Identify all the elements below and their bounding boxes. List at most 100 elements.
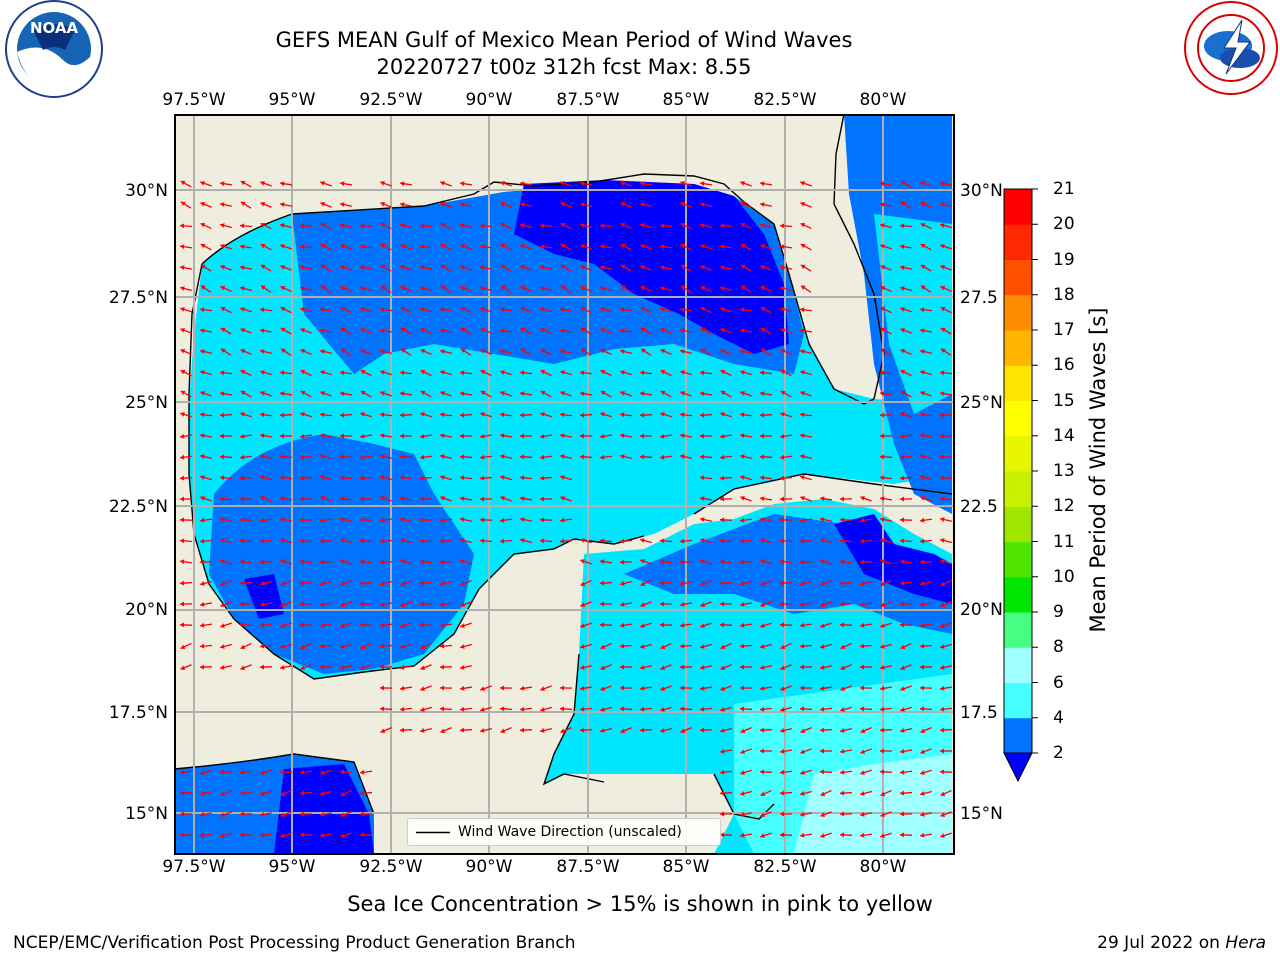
wave-direction-arrow [799, 517, 813, 523]
wave-direction-arrow [279, 664, 293, 670]
wave-direction-arrow [940, 622, 952, 628]
wave-direction-arrow [460, 538, 472, 544]
wave-direction-arrow [900, 728, 912, 733]
wave-direction-arrow [439, 433, 453, 439]
wave-direction-arrow [740, 475, 752, 481]
wave-direction-arrow [319, 832, 333, 838]
wave-direction-arrow [839, 748, 853, 754]
wave-direction-arrow [919, 559, 933, 565]
wave-direction-arrow [799, 811, 813, 817]
wave-direction-arrow [399, 454, 413, 460]
wave-direction-arrow [879, 370, 893, 376]
wave-direction-arrow [839, 769, 853, 775]
wave-direction-arrow [699, 370, 713, 376]
colorbar-tick-label: 18 [1053, 284, 1075, 305]
wave-direction-arrow [439, 538, 453, 544]
wave-direction-arrow [340, 264, 352, 271]
wave-direction-arrow [380, 201, 392, 208]
wave-direction-arrow [879, 412, 893, 418]
wave-direction-arrow [220, 244, 232, 250]
wave-direction-arrow [560, 243, 572, 251]
wave-direction-arrow [599, 559, 613, 565]
wave-direction-arrow [419, 559, 433, 565]
wave-direction-arrow [720, 642, 732, 650]
wave-direction-arrow [259, 538, 273, 544]
wave-direction-arrow [919, 538, 933, 544]
wave-direction-arrow [319, 433, 333, 439]
wave-direction-arrow [859, 559, 873, 565]
wave-direction-arrow [239, 538, 253, 544]
wave-direction-arrow [239, 769, 253, 775]
colorbar-tick-label: 4 [1053, 707, 1064, 728]
wave-direction-arrow [839, 622, 853, 628]
wave-direction-arrow [499, 685, 513, 691]
wave-direction-arrow [640, 601, 652, 608]
wave-direction-arrow [779, 790, 793, 796]
wave-direction-arrow [899, 790, 913, 796]
wave-direction-arrow [340, 811, 352, 818]
wave-direction-arrow [880, 223, 892, 229]
wave-direction-arrow [779, 244, 793, 250]
wave-direction-arrow [760, 538, 772, 544]
wave-direction-arrow [620, 243, 632, 251]
wave-direction-arrow [239, 454, 253, 460]
wave-direction-arrow [619, 538, 633, 544]
wave-direction-arrow [219, 769, 233, 775]
wave-direction-arrow [219, 181, 233, 187]
wave-direction-arrow [540, 390, 552, 398]
wave-direction-arrow [599, 601, 613, 607]
wave-direction-arrow [659, 223, 673, 229]
wave-direction-arrow [580, 285, 592, 293]
wave-direction-arrow [320, 243, 332, 251]
wave-direction-arrow [399, 202, 413, 208]
wave-direction-arrow [559, 307, 573, 313]
lat-label: 25°N [125, 393, 168, 413]
wave-direction-arrow [500, 222, 512, 230]
wave-direction-arrow [920, 454, 932, 459]
wave-direction-arrow [179, 580, 193, 586]
wave-direction-arrow [540, 706, 552, 712]
wave-direction-arrow [259, 517, 273, 523]
wave-direction-arrow [699, 706, 713, 712]
wave-direction-arrow [179, 769, 193, 775]
wave-direction-arrow [619, 559, 633, 565]
wave-direction-arrow [900, 348, 912, 355]
wave-direction-arrow [720, 369, 732, 377]
wave-direction-arrow [560, 264, 572, 272]
wave-direction-arrow [659, 538, 673, 544]
wave-direction-arrow [540, 286, 552, 292]
wave-direction-arrow [660, 706, 672, 712]
lat-label: 30°N [125, 181, 168, 201]
wave-direction-arrow [760, 832, 772, 838]
wave-direction-arrow [420, 390, 432, 398]
wave-direction-arrow [880, 601, 892, 608]
wave-direction-arrow [299, 223, 313, 229]
wave-direction-arrow [500, 201, 512, 208]
wave-direction-arrow [239, 601, 253, 607]
wave-direction-arrow [179, 559, 193, 565]
wave-direction-arrow [800, 349, 812, 354]
wave-direction-arrow [759, 517, 773, 523]
wave-direction-arrow [539, 496, 553, 502]
wave-direction-arrow [180, 664, 192, 671]
wave-direction-arrow [780, 307, 792, 313]
wave-direction-arrow [379, 307, 393, 313]
wave-direction-arrow [440, 495, 452, 502]
wave-direction-arrow [920, 180, 932, 187]
wave-direction-arrow [320, 222, 332, 230]
wave-direction-arrow [800, 580, 812, 586]
wave-direction-arrow [740, 390, 752, 397]
wave-direction-arrow [679, 412, 693, 418]
wave-direction-arrow [200, 222, 212, 230]
wave-direction-arrow [879, 181, 893, 187]
wave-direction-arrow [400, 264, 412, 271]
wave-direction-arrow [240, 412, 252, 418]
wave-direction-arrow [859, 685, 873, 691]
wave-direction-arrow [920, 475, 932, 481]
wave-direction-arrow [560, 285, 572, 293]
wave-direction-arrow [400, 601, 412, 608]
wave-direction-arrow [659, 244, 673, 250]
wave-direction-arrow [539, 517, 553, 523]
wave-direction-arrow [359, 790, 373, 796]
wave-direction-arrow [180, 642, 192, 650]
